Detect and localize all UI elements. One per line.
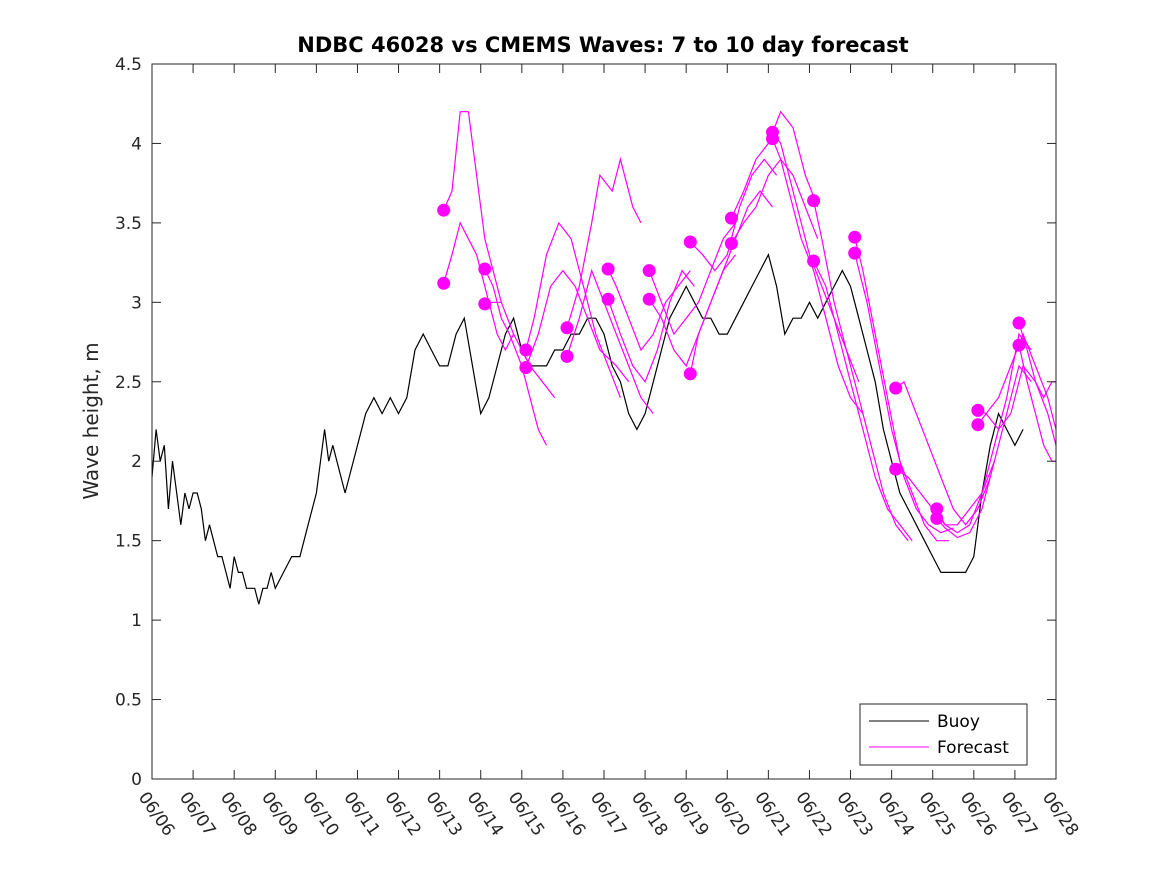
forecast-run-line [525,221,621,398]
forecast-run-line [771,138,864,414]
y-tick-label: 2 [131,452,142,472]
forecast-start-point [1012,338,1026,352]
forecast-start-point [724,211,738,225]
forecast-start-point [971,403,985,417]
forecast-start-point [848,230,862,244]
forecast-start-point [807,254,821,268]
y-axis-label: Wave height, m [79,342,103,499]
forecast-start-point [766,132,779,146]
x-tick-label: 06/11 [339,788,383,840]
forecast-run-line [484,268,548,446]
forecast-run-line [525,269,630,383]
forecast-run-line [566,156,642,328]
y-tick-label: 3 [131,293,142,313]
x-tick-label: 06/28 [1038,788,1082,840]
y-tick-label: 4 [131,134,142,154]
forecast-run-line [689,158,778,272]
forecast-start-point [519,343,533,357]
x-tick-label: 06/06 [134,788,178,840]
forecast-start-point [642,292,656,306]
x-tick-label: 06/26 [956,788,1000,840]
forecast-start-point [642,264,656,278]
x-tick-label: 06/15 [504,788,548,840]
legend-forecast-label: Forecast [937,738,1009,758]
forecast-run-line [730,158,819,244]
forecast-run-line [977,364,1057,446]
forecast-start-point [519,361,533,374]
forecast-start-point [683,367,697,381]
forecast-start-point [437,203,451,217]
forecast-run-line [936,364,1032,539]
x-tick-label: 06/20 [709,788,753,840]
x-tick-label: 06/09 [257,788,301,840]
forecast-run-line [607,269,695,384]
plot-area [151,110,1057,605]
x-tick-label: 06/12 [380,788,424,840]
y-tick-label: 4.5 [115,55,142,75]
forecast-run-line [772,131,860,383]
forecast-run-line [607,268,691,352]
forecast-start-point [601,292,615,306]
forecast-start-point [601,262,615,276]
forecast-start-point [930,511,944,525]
forecast-run-line [1018,345,1056,462]
forecast-start-point [683,235,697,249]
forecast-run-line [648,222,736,336]
forecast-start-point [848,246,862,260]
x-tick-label: 06/22 [791,788,835,840]
x-tick-label: 06/13 [422,788,466,840]
x-tick-label: 06/07 [175,788,219,840]
forecast-start-point [560,349,574,363]
forecast-run-line [443,111,502,303]
forecast-start-point [560,321,574,335]
forecast-run-line [484,301,556,399]
x-tick-label: 06/08 [216,788,260,840]
x-tick-label: 06/21 [750,788,794,840]
x-tick-label: 06/14 [463,788,507,840]
forecast-start-point [930,502,944,516]
x-tick-label: 06/25 [915,788,959,840]
legend: Buoy Forecast [859,703,1028,766]
x-tick-label: 06/23 [832,788,876,840]
forecast-start-point [478,262,492,276]
forecast-start-point [971,418,985,432]
legend-box [859,703,1028,766]
forecast-start-point [724,237,738,250]
x-tick-label: 06/16 [545,788,589,840]
y-tick-label: 1.5 [115,532,142,552]
axes-frame [151,63,1057,780]
y-tick-label: 1 [131,611,142,631]
buoy-series-line [151,253,1024,605]
x-tick-label: 06/24 [874,788,918,840]
forecast-run-line [689,190,773,374]
forecast-start-point [478,297,492,311]
x-tick-label: 06/27 [997,788,1041,840]
y-tick-label: 2.5 [115,373,142,393]
legend-buoy-label: Buoy [937,712,980,732]
chart-title: NDBC 46028 vs CMEMS Waves: 7 to 10 day f… [297,33,908,57]
forecast-start-point [437,276,451,290]
x-tick-label: 06/17 [586,788,630,840]
forecast-start-point [807,194,821,208]
y-axis-ticks: 0 0.5 1 1.5 2 2.5 3 3.5 4 4.5 [115,55,1056,790]
y-tick-label: 3.5 [115,214,142,234]
forecast-start-point [889,381,903,395]
forecast-run-line [895,380,991,526]
forecast-run-line [566,268,654,414]
forecast-run-line [1018,322,1056,400]
forecast-run-line [813,260,913,542]
y-tick-label: 0.5 [115,691,142,711]
x-tick-label: 06/18 [627,788,671,840]
forecast-run-line [854,252,954,534]
forecast-start-point [889,462,903,476]
y-tick-label: 0 [131,770,142,790]
x-tick-label: 06/10 [298,788,342,840]
x-tick-label: 06/19 [668,788,712,840]
forecast-start-point [1012,316,1026,330]
forecast-run-line [443,221,515,352]
